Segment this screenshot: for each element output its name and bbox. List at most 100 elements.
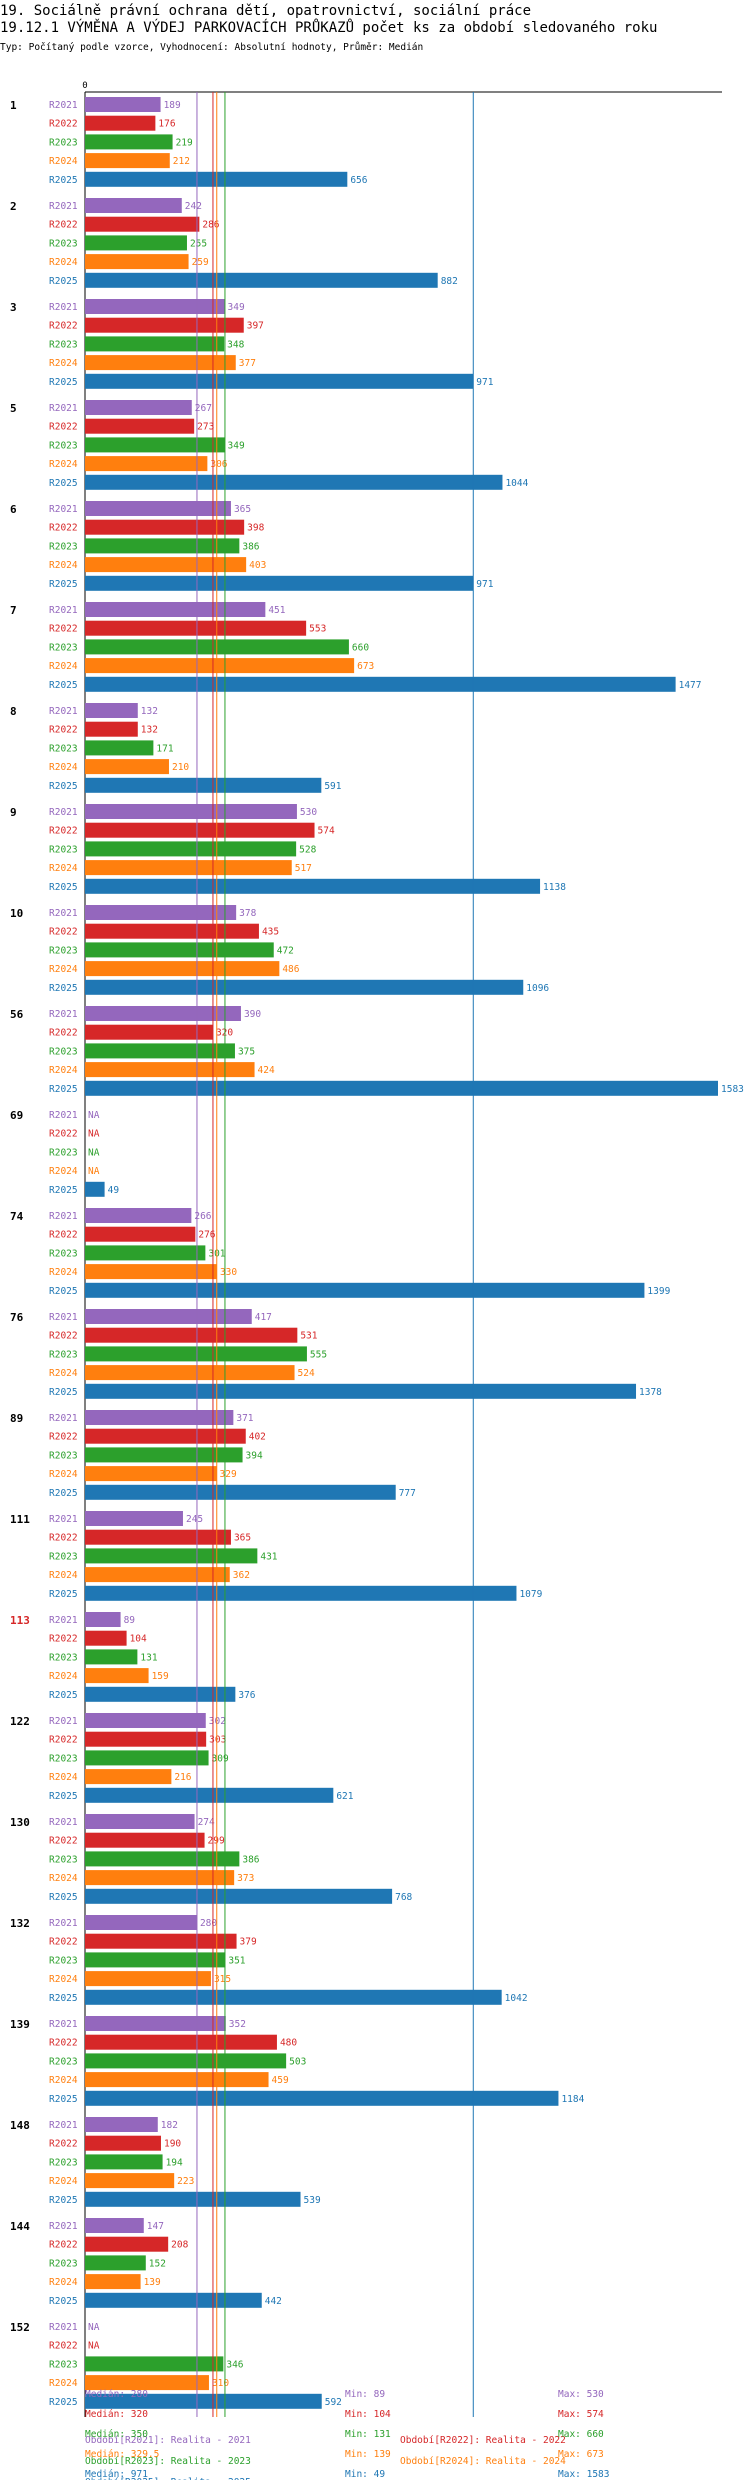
series-label: R2021 — [49, 2120, 78, 2131]
bar-value-label: 329 — [220, 1469, 237, 1480]
series-label: R2024 — [49, 1974, 78, 1985]
na-label: NA — [88, 1166, 100, 1177]
bar-value-label: 216 — [174, 1772, 191, 1783]
series-label: R2024 — [49, 2075, 78, 2086]
series-label: R2025 — [49, 781, 78, 792]
chart-subtitle-heading: 19.12.1 VÝMĚNA A VÝDEJ PARKOVACÍCH PRŮKA… — [0, 20, 658, 36]
series-label: R2021 — [49, 1716, 78, 1727]
series-label: R2021 — [49, 706, 78, 717]
bar-value-label: 480 — [280, 2038, 297, 2049]
series-label: R2024 — [49, 762, 78, 773]
series-label: R2024 — [49, 2176, 78, 2187]
series-label: R2021 — [49, 403, 78, 414]
bar — [85, 841, 297, 857]
bar-value-label: 365 — [234, 504, 251, 515]
bar — [85, 2236, 169, 2252]
bar-value-label: 131 — [140, 1652, 157, 1663]
series-label: R2025 — [49, 1791, 78, 1802]
bar — [85, 115, 156, 131]
group-label: 122 — [10, 1715, 30, 1728]
bar — [85, 860, 292, 876]
group-label: 5 — [10, 402, 17, 415]
group-label: 7 — [10, 604, 17, 617]
bar-value-label: 349 — [228, 440, 245, 451]
series-label: R2022 — [49, 523, 78, 534]
bar-value-label: 208 — [171, 2240, 188, 2251]
group-label: 2 — [10, 200, 17, 213]
bar — [85, 1933, 237, 1949]
legend-entry: Období[R2023]: Realita - 2023 — [85, 2456, 251, 2467]
series-label: R2023 — [49, 2359, 78, 2370]
group-label: 144 — [10, 2220, 30, 2233]
bar — [85, 878, 541, 894]
group-label: 76 — [10, 1311, 24, 1324]
bar — [85, 602, 266, 617]
bar-value-label: 189 — [164, 100, 181, 111]
series-label: R2025 — [49, 680, 78, 691]
stat-max: Max: 673 — [558, 2449, 604, 2460]
bar — [85, 1245, 206, 1261]
series-label: R2025 — [49, 1286, 78, 1297]
bar — [85, 804, 297, 819]
group-label: 8 — [10, 705, 17, 718]
bar-value-label: 1378 — [639, 1387, 662, 1398]
bar-value-label: 219 — [176, 137, 193, 148]
bar-value-label: 1583 — [721, 1084, 744, 1095]
na-label: NA — [88, 1147, 100, 1158]
series-label: R2022 — [49, 2341, 78, 2352]
bar-value-label: 530 — [300, 807, 317, 818]
chart-description: Typ: Počítaný podle vzorce, Vyhodnocení:… — [0, 42, 424, 53]
series-label: R2024 — [49, 257, 78, 268]
stat-min: Min: 104 — [345, 2409, 391, 2420]
bar — [85, 1383, 637, 1399]
series-label: R2023 — [49, 743, 78, 754]
bar — [85, 2375, 209, 2391]
bar — [85, 1567, 230, 1583]
group-label: 6 — [10, 503, 17, 516]
bar-value-label: 104 — [130, 1634, 147, 1645]
bar — [85, 153, 170, 169]
bar-value-label: 210 — [172, 762, 189, 773]
bar — [85, 373, 474, 389]
bar-value-label: 1096 — [526, 983, 549, 994]
series-label: R2021 — [49, 2019, 78, 2030]
series-label: R2022 — [49, 1735, 78, 1746]
bar-value-label: 365 — [234, 1533, 251, 1544]
series-label: R2022 — [49, 220, 78, 231]
bar — [85, 979, 524, 995]
stat-median: Medián: 971 — [85, 2469, 148, 2480]
series-label: R2023 — [49, 945, 78, 956]
series-label: R2022 — [49, 2139, 78, 2150]
series-label: R2022 — [49, 927, 78, 938]
bar — [85, 355, 236, 371]
series-label: R2022 — [49, 422, 78, 433]
bar-value-label: 352 — [229, 2019, 246, 2030]
group-label: 111 — [10, 1513, 30, 1526]
stat-min: Min: 131 — [345, 2429, 391, 2440]
series-label: R2024 — [49, 2277, 78, 2288]
series-label: R2022 — [49, 1129, 78, 1140]
bar-value-label: 139 — [144, 2277, 161, 2288]
series-label: R2023 — [49, 1248, 78, 1259]
bar-value-label: 377 — [239, 358, 256, 369]
series-label: R2023 — [49, 1450, 78, 1461]
bar — [85, 575, 474, 591]
series-label: R2021 — [49, 1918, 78, 1929]
bar — [85, 961, 280, 977]
series-label: R2023 — [49, 2258, 78, 2269]
bar — [85, 2016, 226, 2031]
bar — [85, 721, 138, 737]
bar — [85, 1466, 217, 1482]
bar — [85, 1062, 255, 1078]
na-label: NA — [88, 1129, 100, 1140]
bar — [85, 1585, 517, 1601]
bar — [85, 942, 274, 958]
bar-value-label: 147 — [147, 2221, 164, 2232]
bar — [85, 2292, 262, 2308]
bar-value-label: 152 — [149, 2258, 166, 2269]
series-label: R2021 — [49, 1312, 78, 1323]
bar — [85, 1006, 241, 1021]
bar — [85, 1226, 196, 1242]
bar-value-label: 376 — [238, 1690, 255, 1701]
